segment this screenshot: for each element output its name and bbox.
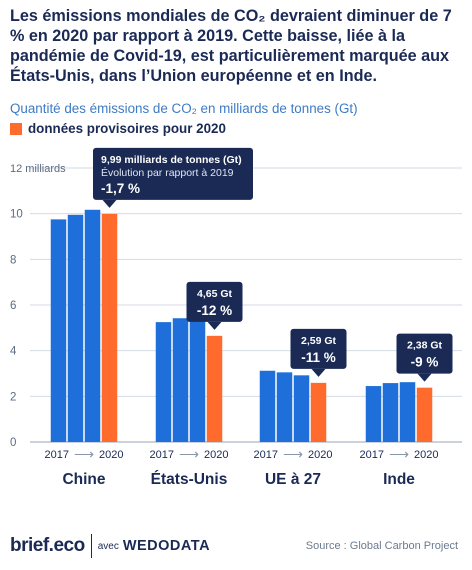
legend-swatch-provisional <box>10 122 22 135</box>
x-period-start-label: 2017 <box>45 449 69 461</box>
chart-subtitle: Quantité des émissions de CO₂ en milliar… <box>10 101 358 116</box>
bar <box>382 383 399 442</box>
callout-pointer <box>207 321 222 330</box>
callout-pointer <box>417 373 432 382</box>
callout-change: -1,7 % <box>101 181 140 196</box>
headline: Les émissions mondiales de CO₂ devraient… <box>10 7 452 85</box>
bar <box>50 219 67 442</box>
bar <box>259 370 276 442</box>
x-period-arrow: ⟶ <box>389 446 409 462</box>
bar <box>276 372 293 442</box>
callout-value: 2,59 Gt <box>301 335 337 347</box>
y-tick-label: 2 <box>10 391 16 403</box>
x-period-arrow: ⟶ <box>179 446 199 462</box>
callout-pointer <box>311 368 326 377</box>
bar <box>172 318 189 442</box>
bar <box>293 375 310 442</box>
y-tick-label: 0 <box>10 437 16 449</box>
bar <box>101 213 118 442</box>
bar <box>365 386 382 442</box>
callout-change: -12 % <box>197 303 232 318</box>
bar <box>67 214 84 442</box>
bar <box>310 382 327 442</box>
callout-value: 2,38 Gt <box>407 340 443 352</box>
x-period-end-label: 2020 <box>99 449 123 461</box>
bar-chart: 0 2 4 6 8 10 12 milliards 2017 ⟶ 2020 Chine 9,99 mi… <box>10 147 462 488</box>
callout-box <box>93 147 253 200</box>
y-tick-label: 10 <box>10 209 23 221</box>
bar <box>189 321 206 442</box>
logo-separator <box>90 534 92 558</box>
x-period-end-label: 2020 <box>308 449 332 461</box>
y-tick-label: 6 <box>10 300 16 312</box>
category-label: Chine <box>62 471 105 488</box>
callout-note: Évolution par rapport à 2019 <box>101 166 234 179</box>
y-tick-label: 12 milliards <box>10 163 66 175</box>
x-period-start-label: 2017 <box>150 449 174 461</box>
x-period-start-label: 2017 <box>254 449 278 461</box>
callout-box <box>396 333 453 374</box>
callout-value: 9,99 milliards de tonnes (Gt) <box>101 154 242 166</box>
x-period-end-label: 2020 <box>414 449 438 461</box>
y-tick-label: 4 <box>10 346 17 358</box>
callout-box <box>186 281 243 322</box>
partner-logo: WEDODATA <box>122 538 211 554</box>
x-period-arrow: ⟶ <box>283 446 303 462</box>
legend-label: données provisoires pour 2020 <box>28 121 226 136</box>
category-label: Inde <box>383 471 415 488</box>
bar <box>416 387 433 442</box>
legend: données provisoires pour 2020 <box>10 121 226 136</box>
callout-change: -9 % <box>411 355 439 370</box>
callout-pointer <box>102 199 117 208</box>
callout-box <box>290 328 347 369</box>
logo-with-text: avec <box>97 540 119 552</box>
bar <box>399 382 416 442</box>
bar <box>206 335 223 442</box>
x-period-end-label: 2020 <box>204 449 228 461</box>
x-period-start-label: 2017 <box>360 449 384 461</box>
source-note: Source : Global Carbon Project <box>305 540 458 552</box>
x-period-arrow: ⟶ <box>74 446 94 462</box>
callout-change: -11 % <box>301 350 336 365</box>
bar <box>155 322 172 442</box>
bar <box>84 209 101 442</box>
brand-logo: brief.eco <box>10 535 85 556</box>
footer-logo: brief.eco avec WEDODATA <box>10 534 210 558</box>
category-label: États-Unis <box>151 471 228 488</box>
callout-value: 4,65 Gt <box>197 288 233 300</box>
category-label: UE à 27 <box>265 471 321 488</box>
y-tick-label: 8 <box>10 254 16 266</box>
